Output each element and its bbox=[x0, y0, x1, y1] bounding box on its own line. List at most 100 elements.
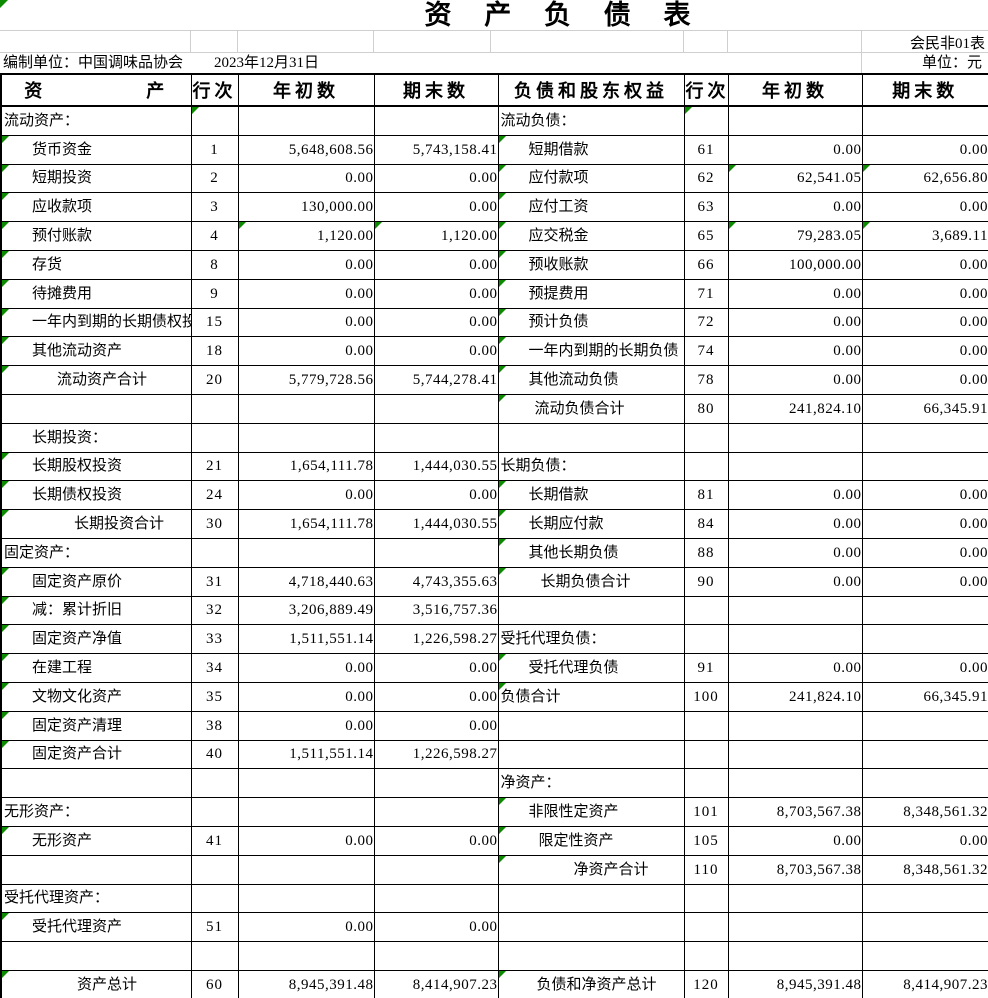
asset-begin-of-year-cell[interactable]: 0.00 bbox=[237, 681, 375, 712]
liability-begin-of-year-cell[interactable]: 0.00 bbox=[727, 192, 863, 223]
liability-end-of-period-cell[interactable]: 0.00 bbox=[861, 192, 988, 223]
asset-line-no-cell[interactable]: 8 bbox=[190, 249, 239, 280]
liability-line-no-cell[interactable]: 72 bbox=[683, 307, 729, 338]
liability-name-cell[interactable]: 预计负债 bbox=[497, 307, 685, 338]
asset-name-cell[interactable]: 流动资产合计 bbox=[0, 365, 192, 395]
asset-line-no-cell[interactable] bbox=[190, 105, 239, 136]
column-header-end-right[interactable]: 期末数 bbox=[861, 73, 988, 107]
liability-line-no-cell[interactable] bbox=[683, 422, 729, 453]
asset-begin-of-year-cell[interactable]: 0.00 bbox=[237, 336, 375, 367]
asset-begin-of-year-cell[interactable]: 5,648,608.56 bbox=[237, 134, 375, 165]
asset-name-cell[interactable]: 短期投资 bbox=[0, 163, 192, 194]
column-header-liabilities[interactable]: 负债和股东权益 bbox=[497, 73, 685, 107]
asset-end-of-period-cell[interactable]: 0.00 bbox=[373, 336, 499, 367]
asset-begin-of-year-cell[interactable]: 0.00 bbox=[237, 912, 375, 943]
liability-begin-of-year-cell[interactable] bbox=[727, 941, 863, 971]
asset-name-cell[interactable]: 固定资产合计 bbox=[0, 739, 192, 770]
liability-line-no-cell[interactable]: 63 bbox=[683, 192, 729, 223]
asset-end-of-period-cell[interactable]: 1,444,030.55 bbox=[373, 509, 499, 539]
asset-name-cell[interactable]: 应收款项 bbox=[0, 192, 192, 223]
asset-end-of-period-cell[interactable]: 1,226,598.27 bbox=[373, 739, 499, 770]
asset-begin-of-year-cell[interactable]: 130,000.00 bbox=[237, 192, 375, 223]
asset-line-no-cell[interactable] bbox=[190, 537, 239, 568]
asset-end-of-period-cell[interactable]: 0.00 bbox=[373, 278, 499, 309]
asset-name-cell[interactable]: 固定资产原价 bbox=[0, 566, 192, 597]
asset-line-no-cell[interactable]: 20 bbox=[190, 365, 239, 395]
asset-end-of-period-cell[interactable] bbox=[373, 393, 499, 424]
asset-line-no-cell[interactable]: 40 bbox=[190, 739, 239, 770]
liability-begin-of-year-cell[interactable] bbox=[727, 912, 863, 943]
liability-end-of-period-cell[interactable] bbox=[861, 595, 988, 626]
liability-line-no-cell[interactable]: 80 bbox=[683, 393, 729, 424]
liability-name-cell[interactable]: 预提费用 bbox=[497, 278, 685, 309]
liability-line-no-cell[interactable]: 81 bbox=[683, 480, 729, 511]
asset-name-cell[interactable] bbox=[0, 393, 192, 424]
asset-name-cell[interactable]: 无形资产： bbox=[0, 797, 192, 827]
liability-end-of-period-cell[interactable]: 62,656.80 bbox=[861, 163, 988, 194]
liability-line-no-cell[interactable]: 105 bbox=[683, 825, 729, 856]
liability-line-no-cell[interactable]: 88 bbox=[683, 537, 729, 568]
asset-line-no-cell[interactable]: 60 bbox=[190, 969, 239, 998]
liability-name-cell[interactable]: 流动负债： bbox=[497, 105, 685, 136]
liability-line-no-cell[interactable]: 61 bbox=[683, 134, 729, 165]
liability-name-cell[interactable] bbox=[497, 941, 685, 971]
asset-name-cell[interactable]: 固定资产净值 bbox=[0, 624, 192, 655]
liability-name-cell[interactable]: 其他流动负债 bbox=[497, 365, 685, 395]
asset-name-cell[interactable]: 长期投资合计 bbox=[0, 509, 192, 539]
liability-begin-of-year-cell[interactable] bbox=[727, 595, 863, 626]
asset-name-cell[interactable]: 无形资产 bbox=[0, 825, 192, 856]
asset-line-no-cell[interactable]: 30 bbox=[190, 509, 239, 539]
asset-line-no-cell[interactable] bbox=[190, 854, 239, 885]
asset-end-of-period-cell[interactable]: 5,744,278.41 bbox=[373, 365, 499, 395]
asset-end-of-period-cell[interactable]: 0.00 bbox=[373, 912, 499, 943]
liability-end-of-period-cell[interactable]: 0.00 bbox=[861, 509, 988, 539]
liability-end-of-period-cell[interactable]: 0.00 bbox=[861, 278, 988, 309]
liability-end-of-period-cell[interactable]: 0.00 bbox=[861, 653, 988, 683]
asset-end-of-period-cell[interactable]: 1,120.00 bbox=[373, 221, 499, 251]
liability-name-cell[interactable]: 净资产合计 bbox=[497, 854, 685, 885]
asset-name-cell[interactable]: 长期股权投资 bbox=[0, 451, 192, 482]
liability-begin-of-year-cell[interactable]: 62,541.05 bbox=[727, 163, 863, 194]
liability-end-of-period-cell[interactable]: 8,348,561.32 bbox=[861, 854, 988, 885]
asset-end-of-period-cell[interactable]: 1,226,598.27 bbox=[373, 624, 499, 655]
liability-begin-of-year-cell[interactable] bbox=[727, 451, 863, 482]
asset-begin-of-year-cell[interactable]: 0.00 bbox=[237, 307, 375, 338]
asset-begin-of-year-cell[interactable]: 0.00 bbox=[237, 163, 375, 194]
asset-end-of-period-cell[interactable]: 0.00 bbox=[373, 825, 499, 856]
asset-end-of-period-cell[interactable]: 0.00 bbox=[373, 163, 499, 194]
liability-begin-of-year-cell[interactable]: 241,824.10 bbox=[727, 681, 863, 712]
asset-line-no-cell[interactable] bbox=[190, 768, 239, 799]
liability-name-cell[interactable]: 长期借款 bbox=[497, 480, 685, 511]
liability-line-no-cell[interactable] bbox=[683, 595, 729, 626]
liability-line-no-cell[interactable]: 84 bbox=[683, 509, 729, 539]
liability-line-no-cell[interactable]: 62 bbox=[683, 163, 729, 194]
liability-line-no-cell[interactable] bbox=[683, 624, 729, 655]
asset-end-of-period-cell[interactable]: 0.00 bbox=[373, 480, 499, 511]
asset-end-of-period-cell[interactable] bbox=[373, 797, 499, 827]
liability-end-of-period-cell[interactable]: 0.00 bbox=[861, 566, 988, 597]
liability-begin-of-year-cell[interactable]: 241,824.10 bbox=[727, 393, 863, 424]
asset-line-no-cell[interactable]: 34 bbox=[190, 653, 239, 683]
asset-begin-of-year-cell[interactable] bbox=[237, 768, 375, 799]
liability-end-of-period-cell[interactable]: 0.00 bbox=[861, 365, 988, 395]
liability-name-cell[interactable] bbox=[497, 739, 685, 770]
liability-name-cell[interactable]: 负债和净资产总计 bbox=[497, 969, 685, 998]
liability-begin-of-year-cell[interactable]: 8,945,391.48 bbox=[727, 969, 863, 998]
asset-begin-of-year-cell[interactable] bbox=[237, 854, 375, 885]
liability-begin-of-year-cell[interactable]: 0.00 bbox=[727, 307, 863, 338]
liability-end-of-period-cell[interactable]: 0.00 bbox=[861, 825, 988, 856]
liability-end-of-period-cell[interactable]: 8,348,561.32 bbox=[861, 797, 988, 827]
liability-name-cell[interactable] bbox=[497, 883, 685, 914]
liability-end-of-period-cell[interactable]: 3,689.11 bbox=[861, 221, 988, 251]
liability-name-cell[interactable] bbox=[497, 912, 685, 943]
asset-end-of-period-cell[interactable]: 0.00 bbox=[373, 653, 499, 683]
asset-begin-of-year-cell[interactable]: 0.00 bbox=[237, 249, 375, 280]
asset-line-no-cell[interactable] bbox=[190, 941, 239, 971]
liability-name-cell[interactable] bbox=[497, 710, 685, 741]
asset-line-no-cell[interactable]: 35 bbox=[190, 681, 239, 712]
liability-end-of-period-cell[interactable]: 0.00 bbox=[861, 249, 988, 280]
liability-line-no-cell[interactable] bbox=[683, 941, 729, 971]
liability-begin-of-year-cell[interactable]: 100,000.00 bbox=[727, 249, 863, 280]
liability-end-of-period-cell[interactable] bbox=[861, 105, 988, 136]
asset-line-no-cell[interactable]: 24 bbox=[190, 480, 239, 511]
